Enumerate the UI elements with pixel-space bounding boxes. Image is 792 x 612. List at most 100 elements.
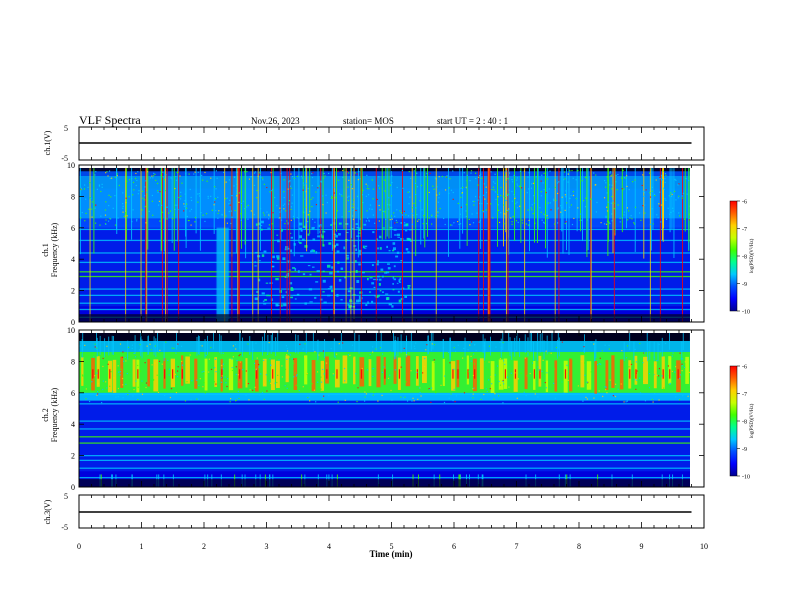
band-speckle <box>500 194 502 197</box>
upper-spike <box>682 333 684 351</box>
band-speckle <box>596 201 598 204</box>
band-speckle <box>475 172 477 174</box>
band-speckle <box>291 175 294 178</box>
band-speckle <box>228 179 230 181</box>
upper-spike <box>262 336 263 356</box>
band-speckle <box>394 222 396 224</box>
band-speckle <box>372 214 375 216</box>
hiss-speckle <box>377 294 380 297</box>
band-speckle <box>654 393 656 395</box>
sferic-streak <box>131 168 133 240</box>
band-speckle <box>303 211 305 213</box>
band-speckle <box>318 354 320 356</box>
band-speckle <box>652 223 654 225</box>
band-speckle <box>144 199 146 201</box>
band-speckle <box>415 207 417 209</box>
band-speckle <box>396 209 398 211</box>
band-speckle <box>549 170 551 172</box>
band-speckle <box>186 207 188 209</box>
band-speckle <box>687 395 689 397</box>
band-speckle <box>406 400 409 402</box>
hiss-speckle <box>392 282 394 285</box>
band-speckle <box>340 194 342 196</box>
sferic-streak <box>257 168 259 322</box>
band-speckle <box>350 184 352 186</box>
hiss-speckle <box>311 226 315 229</box>
band-speckle <box>466 180 468 182</box>
band-speckle <box>174 187 176 190</box>
band-speckle <box>203 370 205 373</box>
band-speckle <box>314 221 316 223</box>
band-speckle <box>98 185 101 187</box>
band-speckle <box>603 223 606 225</box>
band-speckle <box>266 186 268 189</box>
colorbar-tick-label: -10 <box>742 310 750 316</box>
upper-spike <box>514 337 516 357</box>
band-speckle <box>567 173 569 175</box>
band-speckle <box>485 367 487 369</box>
band-speckle <box>617 388 619 390</box>
upper-spike <box>449 342 451 362</box>
hiss-speckle <box>329 271 333 275</box>
hiss-speckle <box>396 233 400 237</box>
upper-spike <box>155 338 157 358</box>
band-speckle <box>523 391 525 393</box>
upper-spike <box>380 333 382 350</box>
band-speckle <box>79 345 81 347</box>
band-speckle <box>151 364 153 366</box>
band-speckle <box>157 391 160 394</box>
band-speckle <box>220 381 223 383</box>
upper-spike <box>394 340 395 360</box>
upper-spike <box>157 333 158 352</box>
band-speckle <box>422 223 424 225</box>
band-speckle <box>188 173 190 175</box>
band-speckle <box>378 187 381 189</box>
band-speckle <box>540 211 542 213</box>
band-speckle <box>283 179 285 181</box>
band-speckle <box>128 357 130 359</box>
band-speckle <box>649 192 651 194</box>
band-speckle <box>685 393 687 396</box>
chorus-peak <box>221 369 223 379</box>
band-speckle <box>290 187 292 189</box>
tonal-line <box>79 294 690 297</box>
band-speckle <box>508 208 510 210</box>
band-speckle <box>610 175 612 177</box>
band-speckle <box>502 379 504 382</box>
hiss-speckle <box>275 303 279 307</box>
hiss-speckle <box>331 289 334 293</box>
band-speckle <box>307 187 309 190</box>
sferic-streak <box>462 168 464 234</box>
hiss-speckle <box>286 260 291 262</box>
band-speckle <box>564 209 566 211</box>
upper-spike <box>239 333 241 353</box>
band-speckle <box>233 185 235 187</box>
band-speckle <box>90 208 93 210</box>
band-speckle <box>607 179 609 181</box>
band-speckle <box>519 185 521 188</box>
band-speckle <box>511 190 513 193</box>
low-freq-dark <box>79 314 690 322</box>
band-speckle <box>168 368 171 370</box>
band-speckle <box>628 188 630 191</box>
band-speckle <box>198 195 201 197</box>
band-speckle <box>664 173 667 175</box>
hiss-speckle <box>393 228 397 231</box>
upper-spike <box>516 333 518 351</box>
band-speckle <box>85 388 87 390</box>
band-speckle <box>236 171 238 173</box>
band-speckle <box>308 372 311 374</box>
band-speckle <box>315 191 317 193</box>
band-speckle <box>290 219 292 221</box>
band-speckle <box>231 369 233 372</box>
band-speckle <box>281 365 283 367</box>
band-speckle <box>323 373 325 375</box>
band-speckle <box>482 210 484 212</box>
band-speckle <box>383 210 385 212</box>
band-speckle <box>271 190 273 192</box>
band-speckle <box>547 217 549 220</box>
upper-spike <box>464 337 466 357</box>
band-speckle <box>138 349 141 351</box>
band-speckle <box>378 220 380 222</box>
band-speckle <box>200 212 202 214</box>
